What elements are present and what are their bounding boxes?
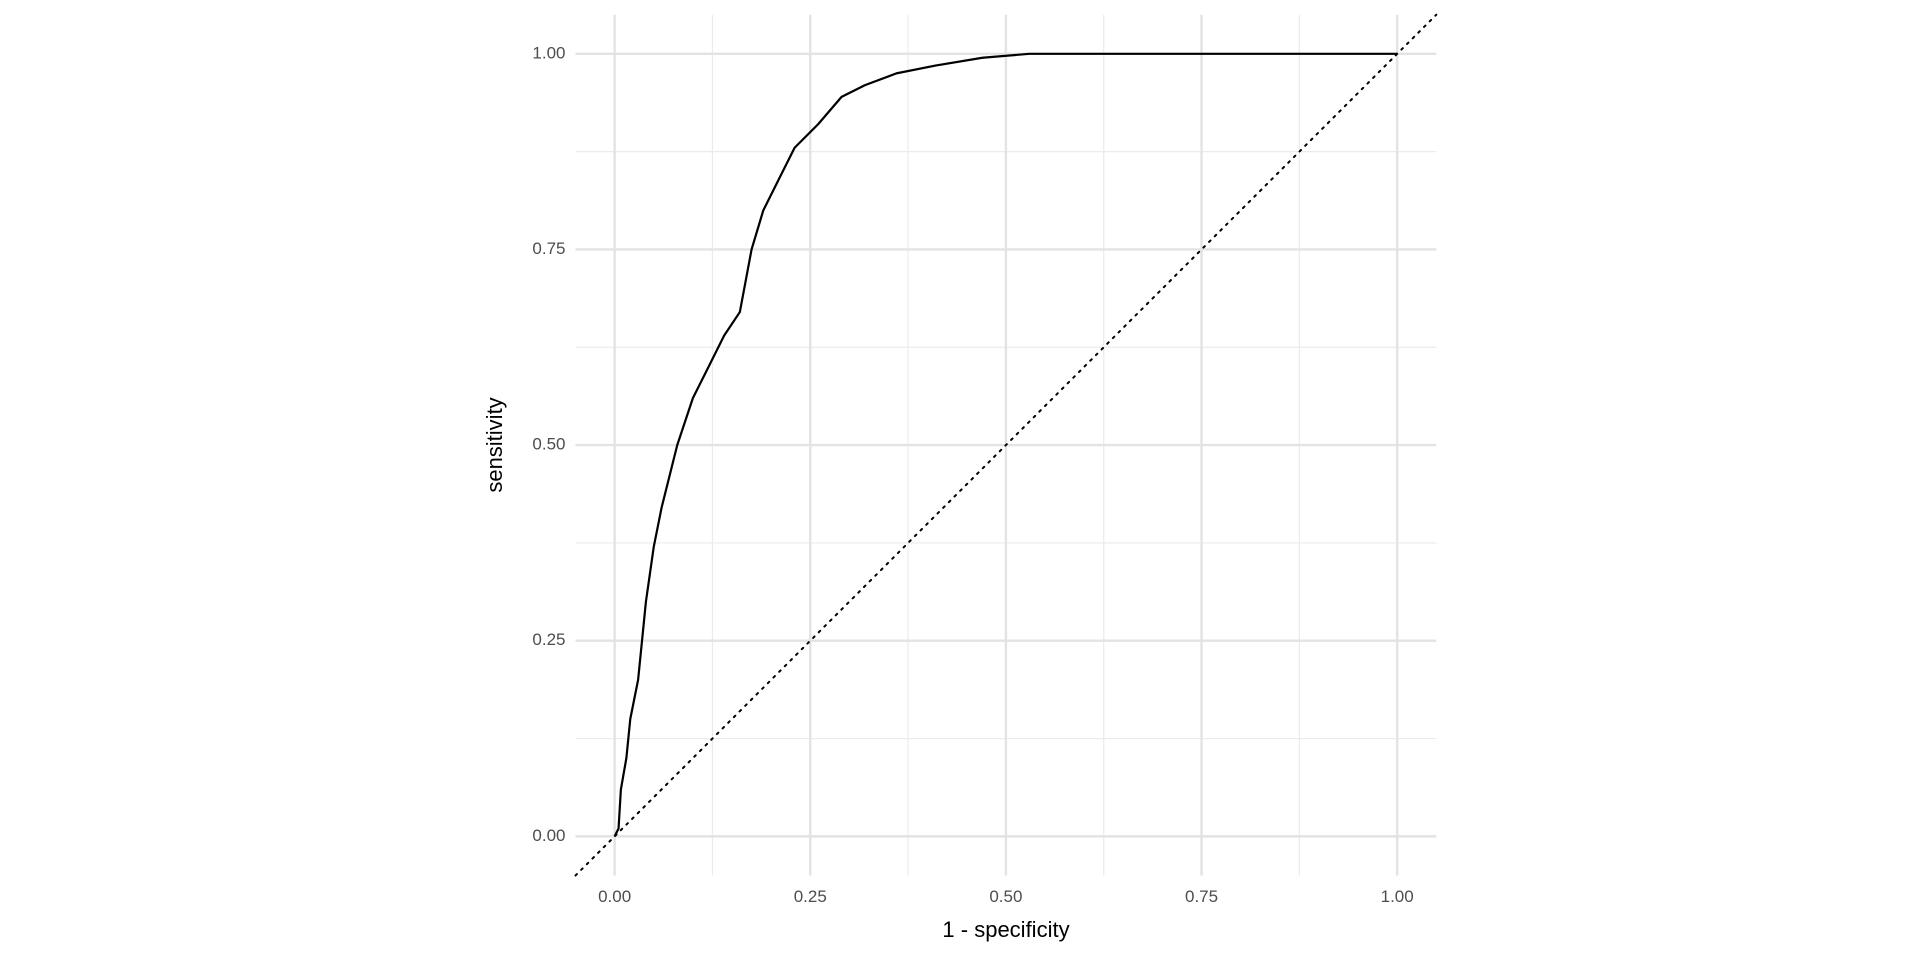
y-axis-title: sensitivity bbox=[482, 397, 507, 492]
y-tick-label: 1.00 bbox=[532, 43, 565, 62]
y-tick-label: 0.75 bbox=[532, 239, 565, 258]
x-tick-label: 0.25 bbox=[794, 887, 827, 906]
x-tick-label: 0.00 bbox=[598, 887, 631, 906]
reference-diagonal bbox=[574, 13, 1438, 877]
x-tick-label: 0.50 bbox=[989, 887, 1022, 906]
y-tick-label: 0.25 bbox=[532, 630, 565, 649]
y-tick-label: 0.00 bbox=[532, 826, 565, 845]
y-tick-label: 0.50 bbox=[532, 435, 565, 454]
x-tick-label: 1.00 bbox=[1381, 887, 1414, 906]
roc-curve bbox=[613, 52, 1398, 837]
x-axis-title: 1 - specificity bbox=[942, 917, 1069, 942]
x-tick-label: 0.75 bbox=[1185, 887, 1218, 906]
